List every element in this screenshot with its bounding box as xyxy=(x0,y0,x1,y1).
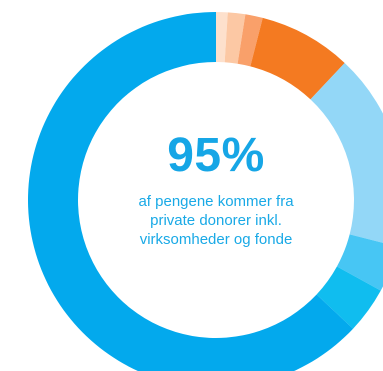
center-caption: af pengene kommer fra private donorer in… xyxy=(96,192,336,249)
donut-slice-5 xyxy=(310,62,383,243)
center-label: 95% af pengene kommer fra private donore… xyxy=(96,130,336,249)
center-percentage: 95% xyxy=(167,129,265,182)
caption-line-1: af pengene kommer fra xyxy=(138,193,294,210)
donut-slice-1 xyxy=(216,11,228,63)
caption-line-2: private donorer inkl. xyxy=(150,212,282,229)
donut-slice-4 xyxy=(250,17,345,100)
donut-slice-3 xyxy=(237,14,263,67)
donut-slices xyxy=(28,11,383,371)
donut-slice-2 xyxy=(224,12,246,64)
donut-slice-8 xyxy=(28,12,354,371)
donut-slice-7 xyxy=(316,266,381,329)
donut-slice-6 xyxy=(336,234,383,291)
caption-line-3: virksomheder og fonde xyxy=(139,231,293,248)
